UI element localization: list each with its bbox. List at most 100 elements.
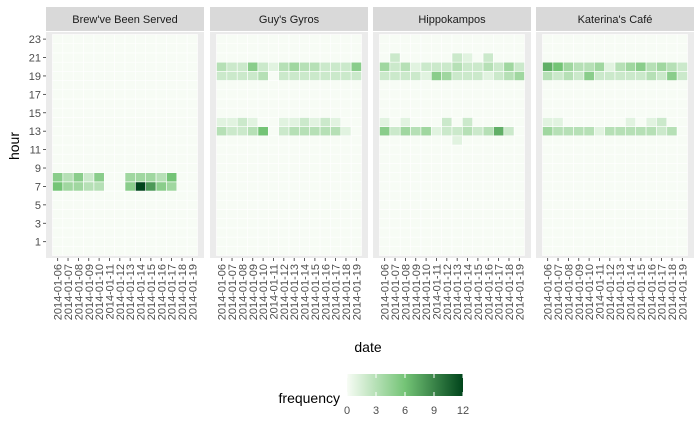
heatmap-tile — [389, 71, 401, 81]
heatmap-tile-empty — [614, 80, 626, 91]
heatmap-tile-empty — [330, 163, 342, 173]
heatmap-tile-empty — [257, 52, 269, 63]
heatmap-tile-empty — [247, 245, 259, 256]
heatmap-tile-empty — [103, 190, 115, 201]
heatmap-tile-empty — [410, 209, 422, 219]
heatmap-tile — [656, 126, 668, 137]
heatmap-tile-empty — [166, 190, 178, 201]
heatmap-tile — [420, 71, 432, 81]
heatmap-tile-empty — [482, 117, 494, 127]
heatmap-tile-empty — [583, 80, 595, 91]
heatmap-tile-empty — [666, 117, 678, 127]
heatmap-tile-empty — [666, 172, 678, 183]
heatmap-tile-empty — [299, 236, 311, 247]
heatmap-tile — [330, 61, 342, 72]
heatmap-tile — [340, 126, 352, 137]
heatmap-tile-empty — [83, 89, 95, 100]
x-tick-label: 2014-01-12 — [115, 264, 127, 320]
heatmap-tile-empty — [399, 199, 411, 210]
heatmap-tile-empty — [410, 98, 422, 109]
heatmap-tile — [257, 61, 269, 72]
heatmap-tile — [389, 126, 401, 137]
heatmap-tile-empty — [441, 89, 453, 100]
heatmap-tile-empty — [542, 34, 554, 45]
heatmap-tile — [330, 117, 342, 127]
heatmap-tile-empty — [278, 52, 290, 63]
heatmap-tile-empty — [666, 153, 678, 164]
legend-tick-label: 0 — [344, 405, 350, 417]
heatmap-tile-empty — [226, 89, 238, 100]
heatmap-tile — [83, 181, 95, 192]
heatmap-tile — [309, 71, 321, 81]
heatmap-tile-empty — [226, 80, 238, 91]
heatmap-tile-empty — [625, 80, 637, 91]
heatmap-tile-empty — [176, 153, 188, 164]
heatmap-tile-empty — [103, 181, 115, 192]
heatmap-tile — [656, 71, 668, 81]
heatmap-tile-empty — [124, 126, 136, 137]
heatmap-tile-empty — [135, 52, 147, 63]
heatmap-tile-empty — [155, 190, 167, 201]
heatmap-tile-empty — [186, 236, 198, 247]
heatmap-tile — [288, 61, 300, 72]
heatmap-tile-empty — [216, 80, 228, 91]
heatmap-tile-empty — [593, 144, 605, 155]
heatmap-tile-empty — [155, 227, 167, 238]
heatmap-tile — [267, 61, 279, 72]
heatmap-tile-empty — [319, 43, 331, 54]
heatmap-tile-empty — [299, 227, 311, 238]
heatmap-tile-empty — [267, 153, 279, 164]
heatmap-tile — [350, 71, 362, 81]
heatmap-tile-empty — [482, 209, 494, 219]
heatmap-tile-empty — [441, 227, 453, 238]
heatmap-tile — [493, 71, 505, 81]
heatmap-tile-empty — [666, 144, 678, 155]
x-tick-label: 2014-01-14 — [626, 264, 638, 320]
heatmap-tile-empty — [552, 218, 564, 229]
heatmap-tile-empty — [176, 190, 188, 201]
heatmap-tile — [625, 61, 637, 72]
heatmap-tile-empty — [462, 107, 474, 118]
heatmap-tile-empty — [410, 181, 422, 192]
heatmap-tile-empty — [135, 236, 147, 247]
heatmap-tile-empty — [278, 135, 290, 146]
heatmap-tile-empty — [562, 181, 574, 192]
heatmap-tile — [583, 126, 595, 137]
heatmap-tile-empty — [340, 190, 352, 201]
heatmap-tile-empty — [635, 209, 647, 219]
heatmap-tile-empty — [676, 98, 688, 109]
heatmap-tile-empty — [103, 80, 115, 91]
heatmap-tile-empty — [472, 218, 484, 229]
heatmap-tile-empty — [103, 126, 115, 137]
heatmap-tile — [542, 61, 554, 72]
heatmap-tile-empty — [410, 34, 422, 45]
heatmap-tile-empty — [645, 245, 657, 256]
heatmap-tile-empty — [676, 172, 688, 183]
heatmap-tile-empty — [145, 227, 157, 238]
heatmap-tile-empty — [513, 52, 525, 63]
heatmap-tile-empty — [267, 135, 279, 146]
heatmap-tile-empty — [52, 89, 64, 100]
x-tick-label: 2014-01-13 — [289, 264, 301, 320]
heatmap-tile-empty — [340, 227, 352, 238]
heatmap-tile — [319, 71, 331, 81]
heatmap-tile-empty — [309, 172, 321, 183]
heatmap-tile-empty — [155, 52, 167, 63]
heatmap-tile-empty — [399, 98, 411, 109]
heatmap-tile-empty — [267, 98, 279, 109]
heatmap-tile — [247, 71, 259, 81]
heatmap-tile — [462, 71, 474, 81]
heatmap-tile-empty — [625, 209, 637, 219]
heatmap-tile-empty — [216, 236, 228, 247]
heatmap-tile-empty — [614, 181, 626, 192]
heatmap-tile-empty — [93, 245, 105, 256]
heatmap-tile-empty — [350, 153, 362, 164]
heatmap-tile — [462, 126, 474, 137]
heatmap-tile-empty — [155, 245, 167, 256]
heatmap-tile-empty — [309, 209, 321, 219]
heatmap-tile-empty — [319, 218, 331, 229]
heatmap-tile-empty — [552, 227, 564, 238]
heatmap-tile-empty — [645, 218, 657, 229]
heatmap-tile-empty — [135, 144, 147, 155]
heatmap-tile-empty — [513, 190, 525, 201]
